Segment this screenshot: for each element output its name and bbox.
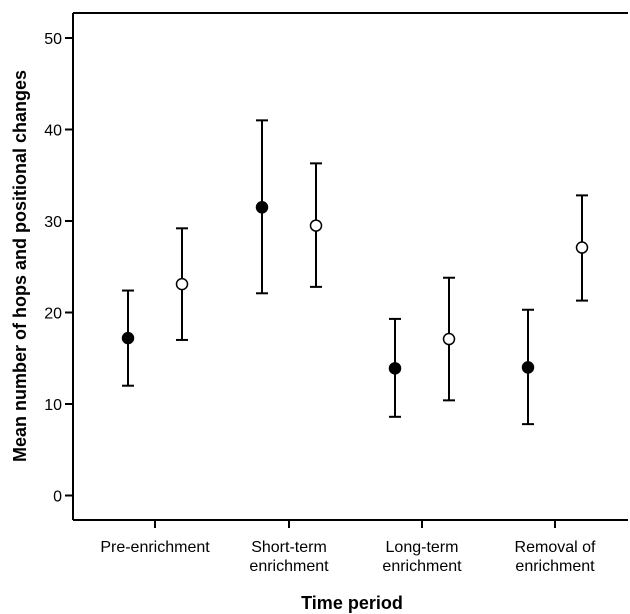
x-category-label: Pre-enrichment [100,539,210,556]
y-tick-label: 30 [44,214,62,231]
data-point-open [442,332,456,346]
y-tick-label: 50 [44,31,62,48]
y-tick-label: 40 [44,123,62,140]
data-point-filled [255,201,269,214]
x-category-label: Short-term [251,539,327,556]
x-category-label: Removal of [515,539,596,556]
data-marks [121,119,589,426]
data-point-filled [521,361,535,374]
data-point-filled [121,331,135,345]
data-point-open [175,277,189,291]
y-tick-label: 0 [53,489,62,506]
x-category-label: enrichment [515,558,595,575]
x-category-label: enrichment [382,558,462,575]
x-axis-title: Time period [301,593,403,613]
x-category-label: Long-term [386,539,459,556]
data-point-open [575,241,589,254]
x-category-label: enrichment [249,558,329,575]
y-axis-title: Mean number of hops and positional chang… [10,70,30,462]
y-axis-ticks: 0 10 20 30 40 50 [44,31,73,506]
y-tick-label: 20 [44,306,62,323]
plot-frame [72,12,628,521]
x-axis-ticks: Pre-enrichment Short-term enrichment Long-t… [100,520,596,575]
data-point-filled [388,362,402,375]
y-tick-label: 10 [44,397,62,414]
data-point-open [309,219,323,232]
